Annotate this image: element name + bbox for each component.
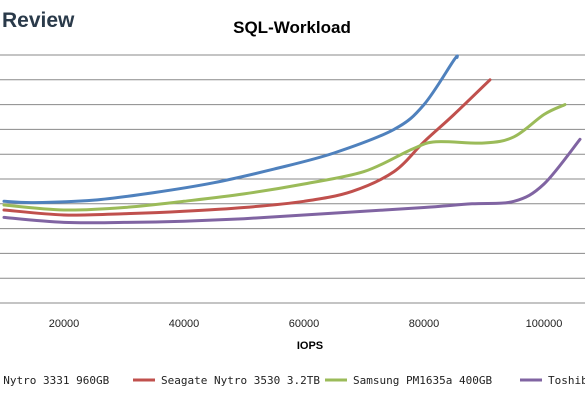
- x-tick-label: 100000: [526, 318, 563, 330]
- series-line-1: [2, 54, 459, 205]
- legend-label-4: Toshib: [548, 374, 585, 387]
- x-tick-labels: 20000 40000 60000 80000 100000: [49, 318, 563, 330]
- x-axis-label: IOPS: [297, 340, 323, 352]
- x-tick-label: 20000: [49, 318, 80, 330]
- brand-logo-text: Review: [2, 9, 75, 32]
- gridlines: [0, 54, 585, 304]
- legend: e Nytro 3331 960GB Seagate Nytro 3530 3.2…: [0, 374, 585, 387]
- chart-title: SQL-Workload: [233, 18, 351, 37]
- legend-label-2: Seagate Nytro 3530 3.2TB: [161, 374, 320, 387]
- legend-label-3: Samsung PM1635a 400GB: [353, 374, 492, 387]
- x-tick-label: 80000: [409, 318, 440, 330]
- series-line-4: [2, 137, 582, 225]
- series-lines: [2, 54, 582, 225]
- series-line-2: [2, 78, 492, 217]
- legend-label-1: e Nytro 3331 960GB: [0, 374, 110, 387]
- series-line-3: [2, 103, 567, 212]
- x-tick-label: 40000: [169, 318, 200, 330]
- x-tick-label: 60000: [289, 318, 320, 330]
